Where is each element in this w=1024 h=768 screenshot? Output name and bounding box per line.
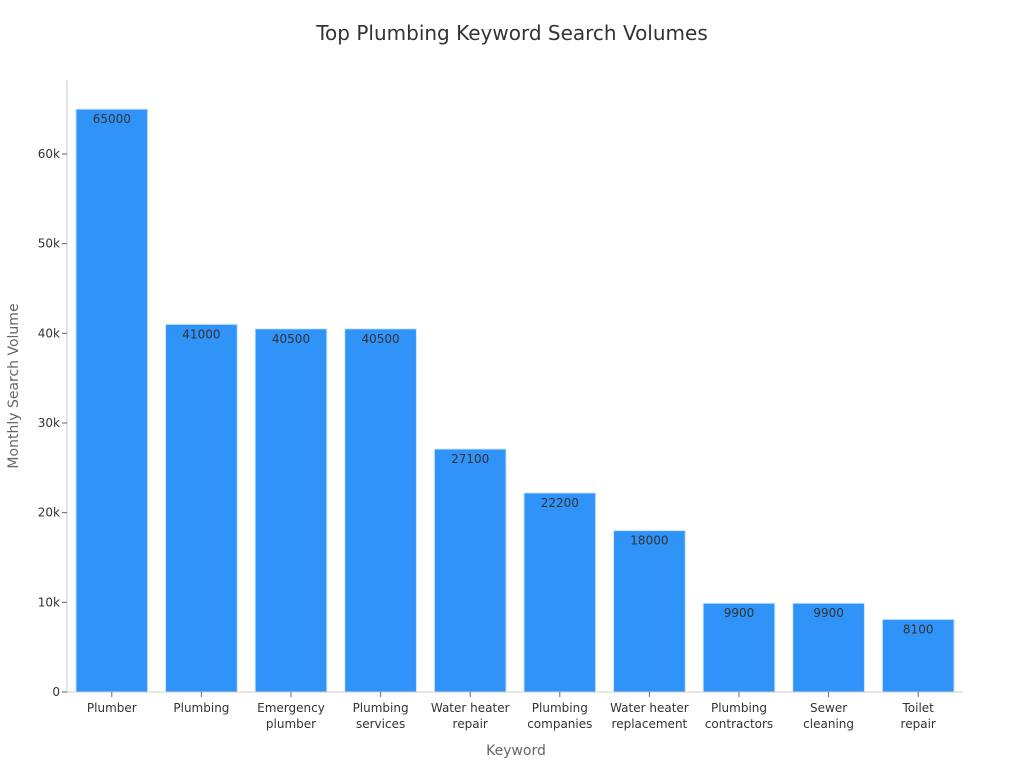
y-tick-label: 30k xyxy=(38,416,60,430)
x-tick-label: Emergency plumber xyxy=(257,701,325,731)
bar-value-label: 22200 xyxy=(541,496,579,510)
bar-value-label: 9900 xyxy=(813,606,844,620)
bar xyxy=(165,323,238,693)
bar xyxy=(792,602,865,693)
bar-value-label: 40500 xyxy=(272,332,310,346)
x-tick-label: Water heater repair xyxy=(431,701,510,731)
x-tick-label: Water heater replacement xyxy=(610,701,689,731)
bar xyxy=(881,618,955,693)
bar xyxy=(613,530,686,693)
y-tick-label: 0 xyxy=(52,685,60,699)
bar-value-label: 65000 xyxy=(93,112,131,126)
y-tick-label: 40k xyxy=(38,326,60,340)
bar-value-label: 8100 xyxy=(903,622,934,636)
x-tick-label: Toilet repair xyxy=(901,701,936,731)
bar-value-label: 41000 xyxy=(182,327,220,341)
x-ticks-group: Plumber Plumbing Emergency plumber Plumbing s… xyxy=(87,692,936,731)
bar xyxy=(523,492,597,693)
y-axis-label: Monthly Search Volume xyxy=(6,303,22,468)
bar xyxy=(254,328,328,693)
x-tick-label: Plumbing contractors xyxy=(705,701,773,731)
x-tick-label: Plumber xyxy=(87,701,137,715)
x-tick-label: Plumbing services xyxy=(353,701,409,731)
y-tick-label: 50k xyxy=(38,237,60,251)
chart-title: Top Plumbing Keyword Search Volumes xyxy=(315,21,708,45)
bar xyxy=(702,602,776,693)
bar-value-label: 40500 xyxy=(362,332,400,346)
x-tick-label: Sewer cleaning xyxy=(803,701,854,731)
bar xyxy=(433,448,507,693)
bar-value-label: 27100 xyxy=(451,452,489,466)
y-tick-label: 60k xyxy=(38,147,60,161)
y-tick-label: 10k xyxy=(38,595,60,609)
bar xyxy=(75,108,149,693)
x-tick-label: Plumbing xyxy=(173,701,229,715)
data-labels-group: 65000 41000 40500 40500 27100 22200 18000 9900 9… xyxy=(93,112,934,636)
x-tick-label: Plumbing companies xyxy=(527,701,592,731)
y-ticks-group: 0 10k 20k 30k 40k 50k 60k xyxy=(38,147,67,699)
x-axis-label: Keyword xyxy=(486,743,546,759)
bar xyxy=(344,328,417,693)
y-tick-label: 20k xyxy=(38,506,60,520)
bars-group xyxy=(75,108,955,693)
bar-value-label: 18000 xyxy=(630,534,668,548)
bar-value-label: 9900 xyxy=(724,606,755,620)
